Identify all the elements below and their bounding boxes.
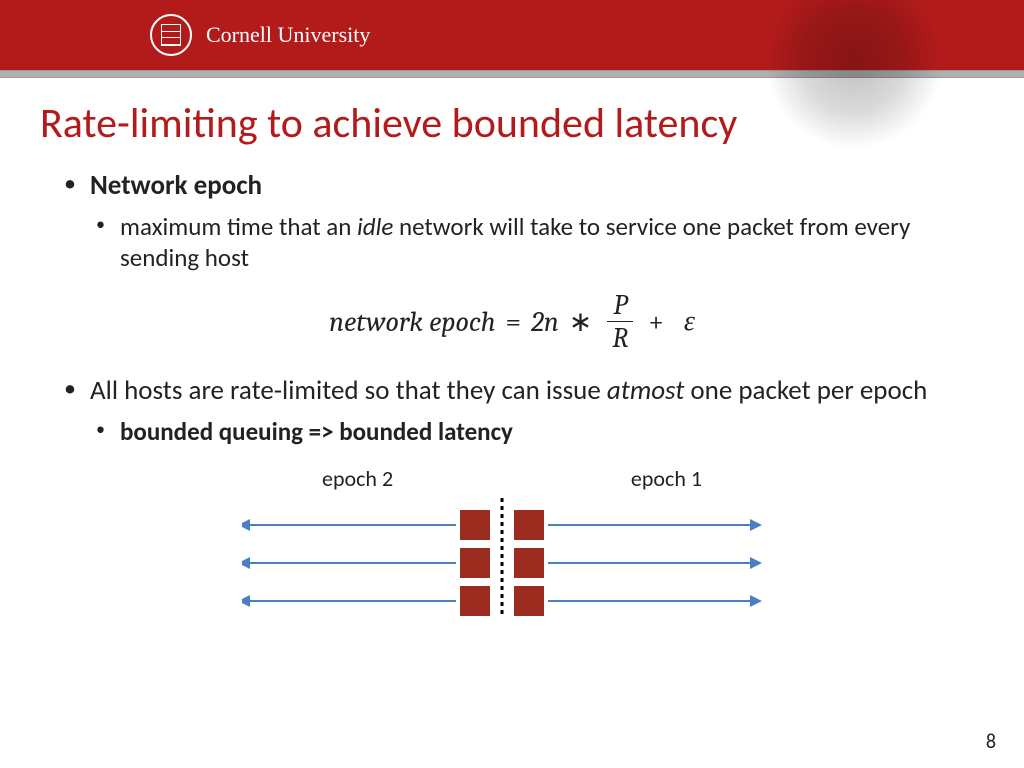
header-bar: Cornell University	[0, 0, 1024, 70]
epoch-diagram: epoch 2 epoch 1	[242, 465, 782, 626]
formula-op2: +	[648, 306, 664, 338]
formula-network-epoch: network epoch = 2n ∗ P R + ε	[60, 291, 964, 352]
formula-numerator: P	[607, 291, 633, 322]
university-name: Cornell University	[206, 22, 370, 48]
epoch-diagram-svg	[242, 498, 782, 618]
epoch-label-left: epoch 2	[322, 465, 393, 492]
epoch-labels: epoch 2 epoch 1	[242, 465, 782, 498]
bullet-rate-limited: All hosts are rate-limited so that they …	[60, 374, 964, 408]
bullet-network-epoch: Network epoch	[60, 169, 964, 203]
bullet-text: Network epoch	[90, 169, 262, 202]
page-number: 8	[986, 730, 996, 754]
text-pre: All hosts are rate-limited so that they …	[90, 374, 607, 407]
bullet-network-epoch-def: maximum time that an idle network will t…	[60, 211, 964, 274]
epoch-label-right: epoch 1	[631, 465, 702, 492]
text-pre: maximum time that an	[120, 211, 357, 242]
formula-fraction: P R	[606, 291, 634, 352]
formula-eps: ε	[684, 305, 695, 338]
formula-denominator: R	[606, 322, 634, 352]
formula-op1: ∗	[569, 305, 592, 338]
formula-lhs: network epoch	[329, 306, 495, 338]
bullet-bounded: bounded queuing => bounded latency	[60, 416, 964, 447]
university-seal-icon	[150, 14, 192, 56]
formula-eq: =	[506, 306, 522, 338]
bullet-text: bounded queuing => bounded latency	[120, 416, 513, 447]
slide-content: Network epoch maximum time that an idle …	[0, 159, 1024, 626]
text-ital: atmost	[607, 374, 684, 407]
formula-coef: 2n	[531, 306, 559, 338]
text-ital: idle	[357, 211, 393, 242]
text-post: one packet per epoch	[684, 374, 927, 407]
